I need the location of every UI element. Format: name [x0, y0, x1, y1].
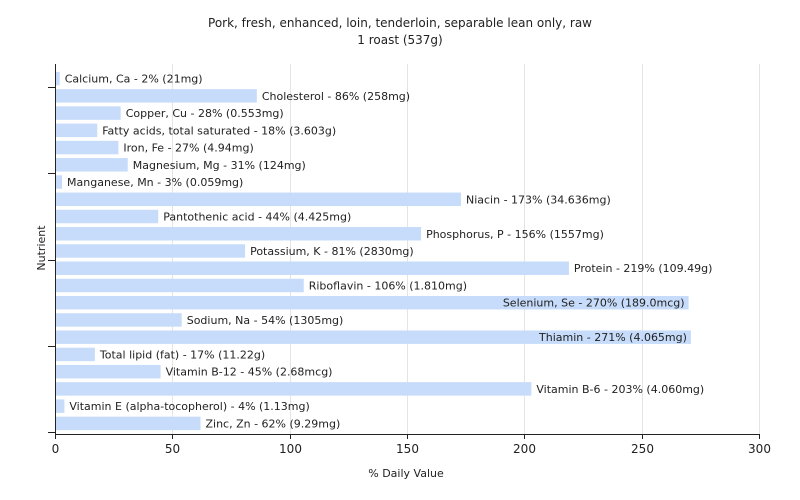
bar-12 [55, 278, 304, 293]
x-tick-label-6: 300 [748, 442, 771, 456]
bar-8 [55, 209, 159, 224]
y-axis-label: Nutrient [35, 225, 48, 271]
bar-5 [55, 158, 128, 172]
bar-10 [55, 244, 246, 258]
bar-label-6: Manganese, Mn - 3% (0.059mg) [67, 176, 243, 189]
bar-label-15: Thiamin - 271% (4.065mg) [538, 331, 687, 344]
bar-label-11: Protein - 219% (109.49g) [574, 262, 713, 275]
bar-6 [55, 175, 63, 189]
bar-17 [55, 364, 161, 379]
x-tick-label-4: 200 [513, 442, 536, 456]
chart-title: Pork, fresh, enhanced, loin, tenderloin,… [208, 16, 592, 30]
bar-1 [55, 89, 257, 103]
bar-15 [55, 330, 691, 344]
bar-label-9: Phosphorus, P - 156% (1557mg) [426, 228, 604, 241]
grid-lines [172, 64, 760, 434]
bar-label-12: Riboflavin - 106% (1.810mg) [309, 279, 467, 292]
bar-label-16: Total lipid (fat) - 17% (11.22g) [99, 348, 265, 361]
bar-11 [55, 261, 569, 275]
bar-18 [55, 382, 532, 396]
bar-0 [55, 71, 60, 86]
bar-9 [55, 227, 422, 241]
bar-13 [55, 295, 689, 310]
x-tick-label-5: 250 [631, 442, 654, 456]
bar-label-1: Cholesterol - 86% (258mg) [262, 90, 410, 103]
bar-4 [55, 140, 119, 155]
bars: Calcium, Ca - 2% (21mg) Cholesterol - 86%… [55, 71, 713, 431]
x-tick-label-0: 0 [52, 442, 60, 456]
chart-subtitle: 1 roast (537g) [357, 33, 442, 47]
bar-19 [55, 399, 65, 413]
bar-label-13: Selenium, Se - 270% (189.0mcg) [503, 297, 685, 310]
x-axis-label: % Daily Value [368, 467, 444, 480]
bar-label-17: Vitamin B-12 - 45% (2.68mcg) [166, 366, 333, 379]
bar-label-18: Vitamin B-6 - 203% (4.060mg) [536, 383, 704, 396]
bar-label-8: Pantothenic acid - 44% (4.425mg) [163, 211, 351, 224]
bar-label-4: Iron, Fe - 27% (4.94mg) [123, 142, 253, 155]
bar-label-20: Zinc, Zn - 62% (9.29mg) [205, 417, 340, 430]
bar-label-5: Magnesium, Mg - 31% (124mg) [133, 159, 306, 172]
x-tick-label-2: 100 [279, 442, 302, 456]
bar-label-0: Calcium, Ca - 2% (21mg) [65, 73, 203, 86]
x-tick-label-3: 150 [396, 442, 419, 456]
bar-label-14: Sodium, Na - 54% (1305mg) [187, 314, 344, 327]
bar-label-19: Vitamin E (alpha-tocopherol) - 4% (1.13m… [69, 400, 309, 413]
bar-7 [55, 192, 461, 207]
bar-16 [55, 347, 95, 362]
bar-20 [55, 416, 201, 431]
x-tick-label-1: 50 [165, 442, 180, 456]
bar-3 [55, 123, 98, 138]
bar-label-10: Potassium, K - 81% (2830mg) [250, 245, 414, 258]
bar-label-3: Fatty acids, total saturated - 18% (3.60… [102, 124, 336, 137]
bar-label-2: Copper, Cu - 28% (0.553mg) [126, 107, 284, 120]
axes: 0 50 100 150 200 250 300 [48, 64, 771, 456]
bar-2 [55, 106, 121, 120]
bar-14 [55, 313, 182, 327]
bar-label-7: Niacin - 173% (34.636mg) [466, 193, 611, 206]
